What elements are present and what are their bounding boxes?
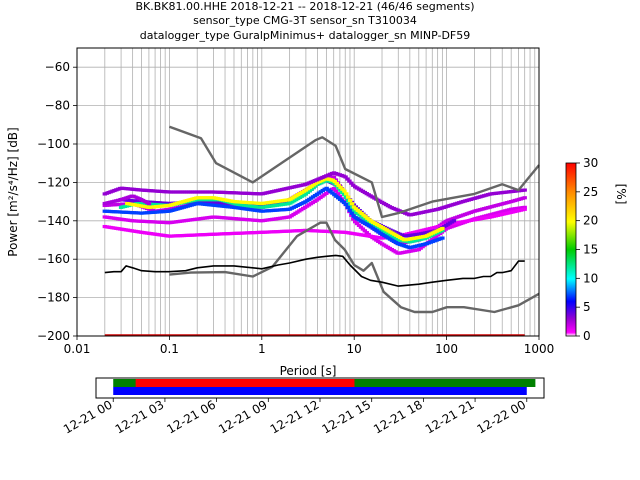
timeline-bars <box>113 379 536 395</box>
psd-cell <box>354 221 360 226</box>
y-tick-label: −180 <box>37 291 70 305</box>
psd-cell <box>338 185 343 189</box>
timeline-tick-label: 12-21 00 <box>61 397 115 436</box>
y-tick-label: −120 <box>37 175 70 189</box>
timeline-tick-label: 12-21 21 <box>423 397 477 436</box>
colorbar-ticks: 0 5 10 15 20 25 30 <box>576 156 598 343</box>
psd-cell <box>146 201 152 206</box>
x-axis-ticks: 0.01 0.1 1 10 100 1000 <box>64 336 555 356</box>
x-axis-label: Period [s] <box>280 364 337 378</box>
colorbar-tick-label: 5 <box>583 300 591 314</box>
psd-cell <box>351 205 357 209</box>
noise-model-lines <box>104 125 540 314</box>
timeline-bar-red <box>135 379 355 387</box>
y-axis-label: Power [m²/s⁴/Hz] [dB] <box>6 127 20 256</box>
x-tick-label: 1000 <box>524 342 555 356</box>
colorbar-tick-label: 0 <box>583 329 591 343</box>
timeline-tick-label: 12-21 12 <box>268 397 322 436</box>
psd-cell <box>522 196 527 200</box>
psd-cell <box>349 211 354 215</box>
timeline-tick-label: 12-22 00 <box>475 397 529 436</box>
psd-cell <box>362 229 368 233</box>
noise-model-line <box>168 125 540 219</box>
psd-cell <box>336 183 341 187</box>
psd-cell <box>352 220 358 224</box>
noise-model-line <box>169 221 540 314</box>
psd-cell <box>331 175 337 179</box>
psd-cell <box>522 188 527 192</box>
x-tick-label: 10 <box>347 342 362 356</box>
psd-cell <box>340 187 345 191</box>
psd-cell <box>440 226 445 231</box>
psd-cell <box>440 236 445 240</box>
psd-cell <box>351 214 356 218</box>
psd-cell <box>346 195 351 199</box>
psd-cell <box>334 181 339 186</box>
psd-histogram <box>102 171 527 255</box>
timeline-tick-label: 12-21 15 <box>319 397 373 436</box>
psd-cell <box>347 208 352 212</box>
y-tick-label: −80 <box>45 99 70 113</box>
psd-cell <box>358 225 364 229</box>
timeline-tick-label: 12-21 03 <box>113 397 167 436</box>
y-tick-label: −160 <box>37 252 70 266</box>
colorbar-tick-label: 20 <box>583 214 598 228</box>
psd-cell <box>345 177 350 181</box>
psd-cell <box>342 189 347 193</box>
x-tick-label: 1 <box>258 342 266 356</box>
y-tick-label: −140 <box>37 214 70 228</box>
psd-cell <box>331 186 337 191</box>
psd-cell <box>360 227 366 231</box>
psd-cell <box>347 179 352 183</box>
colorbar: 0 5 10 15 20 25 30 [%] <box>565 156 628 343</box>
psd-cell <box>335 192 341 196</box>
psd-cell <box>341 200 347 205</box>
x-tick-label: 0.1 <box>160 342 179 356</box>
psd-cell <box>349 202 355 206</box>
x-tick-label: 0.01 <box>64 342 91 356</box>
psd-cell <box>364 231 369 235</box>
colorbar-gradient <box>565 162 577 337</box>
plot-frame <box>76 47 540 337</box>
colorbar-tick-label: 25 <box>583 185 598 199</box>
psd-cell <box>451 219 457 223</box>
title-line-2: sensor_type CMG-3T sensor_sn T310034 <box>193 14 417 27</box>
psd-cell <box>332 179 337 184</box>
timeline-tick-label: 12-21 18 <box>371 397 425 436</box>
y-tick-label: −200 <box>37 329 70 343</box>
psd-cell <box>333 189 339 193</box>
psd-cell <box>343 202 349 207</box>
psd-cell <box>349 181 354 185</box>
psd-plot: 0.01 0.1 1 10 100 1000 −60 −80 −100 −120 −140 −160… <box>6 47 555 378</box>
title-line-1: BK.BK81.00.HHE 2018-12-21 -- 2018-12-21 … <box>135 0 474 13</box>
psd-cell <box>349 213 354 217</box>
timeline-tick-label: 12-21 09 <box>216 397 270 436</box>
y-tick-label: −60 <box>45 60 70 74</box>
mode-line <box>104 254 525 287</box>
psd-cell <box>522 205 527 209</box>
psd-cell <box>351 209 357 213</box>
psd-cell <box>343 175 348 179</box>
title-line-3: datalogger_type GuralpMinimus+ datalogge… <box>140 29 471 42</box>
timeline-bar-blue <box>113 387 527 395</box>
psd-cell <box>347 198 353 203</box>
psd-cell <box>356 223 362 227</box>
colorbar-tick-label: 15 <box>583 243 598 257</box>
colorbar-label: [%] <box>614 184 628 205</box>
psd-cell <box>351 217 356 221</box>
psd-cell <box>345 205 351 210</box>
psd-cell <box>344 192 349 196</box>
x-tick-label: 100 <box>435 342 458 356</box>
timeline-tick-label: 12-21 06 <box>164 397 218 436</box>
psd-cell <box>522 207 527 211</box>
colorbar-tick-label: 10 <box>583 271 598 285</box>
colorbar-tick-label: 30 <box>583 156 598 170</box>
y-tick-label: −100 <box>37 137 70 151</box>
y-axis-ticks: −60 −80 −100 −120 −140 −160 −180 −200 <box>37 60 77 343</box>
